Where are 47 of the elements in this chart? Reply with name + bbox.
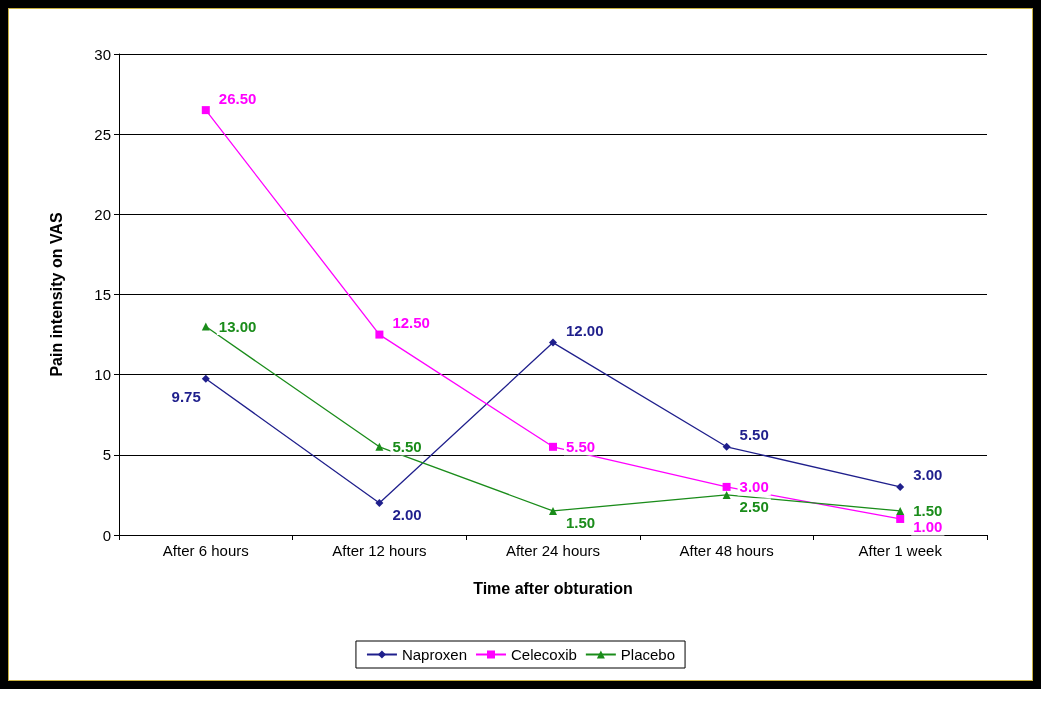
data-label: 3.00 xyxy=(913,466,943,484)
data-label: 12.00 xyxy=(566,322,604,340)
data-label: 13.00 xyxy=(218,318,257,336)
point xyxy=(375,442,384,451)
x-tick-label: After 1 week xyxy=(858,542,943,559)
point xyxy=(896,482,905,491)
y-tick-label: 30 xyxy=(94,45,111,63)
x-tick-label: After 24 hours xyxy=(505,542,601,559)
point xyxy=(549,338,557,347)
data-label: 12.50 xyxy=(392,314,430,332)
point xyxy=(896,506,905,515)
y-tick-label: 25 xyxy=(94,125,111,143)
y-axis-title: Pain intensity on VAS xyxy=(47,212,65,377)
data-label: 3.00 xyxy=(739,478,769,496)
data-label: 5.50 xyxy=(566,438,596,456)
data-label: 1.50 xyxy=(566,514,596,532)
data-label: 9.75 xyxy=(171,388,201,406)
point xyxy=(896,514,905,523)
y-tick-label: 15 xyxy=(94,286,111,303)
data-label: 2.00 xyxy=(392,506,422,524)
point xyxy=(375,330,384,339)
y-tick-label: 20 xyxy=(94,205,111,223)
point xyxy=(722,482,731,491)
point xyxy=(201,106,210,115)
y-tick-label: 0 xyxy=(102,526,111,544)
data-label: 26.50 xyxy=(218,89,257,107)
x-tick-label: After 6 hours xyxy=(162,542,249,559)
data-label: 2.50 xyxy=(739,498,769,516)
y-tick-label: 5 xyxy=(102,446,111,464)
legend-label: Naproxen xyxy=(401,646,467,663)
legend-label: Celecoxib xyxy=(510,646,577,663)
data-label: 1.00 xyxy=(913,518,943,536)
x-axis-title: Time after obturation xyxy=(473,579,633,597)
data-label: 5.50 xyxy=(392,438,422,456)
point xyxy=(722,442,731,451)
point xyxy=(549,442,557,451)
x-tick-label: After 48 hours xyxy=(679,542,774,559)
point xyxy=(722,490,731,499)
data-label: 1.50 xyxy=(913,502,943,520)
point xyxy=(201,374,210,383)
legend-label: Placebo xyxy=(620,646,676,663)
point xyxy=(375,498,384,507)
y-tick-label: 10 xyxy=(94,366,111,384)
x-tick-label: After 12 hours xyxy=(332,542,427,559)
data-label: 5.50 xyxy=(739,426,769,444)
point xyxy=(549,506,557,515)
point xyxy=(201,322,210,331)
